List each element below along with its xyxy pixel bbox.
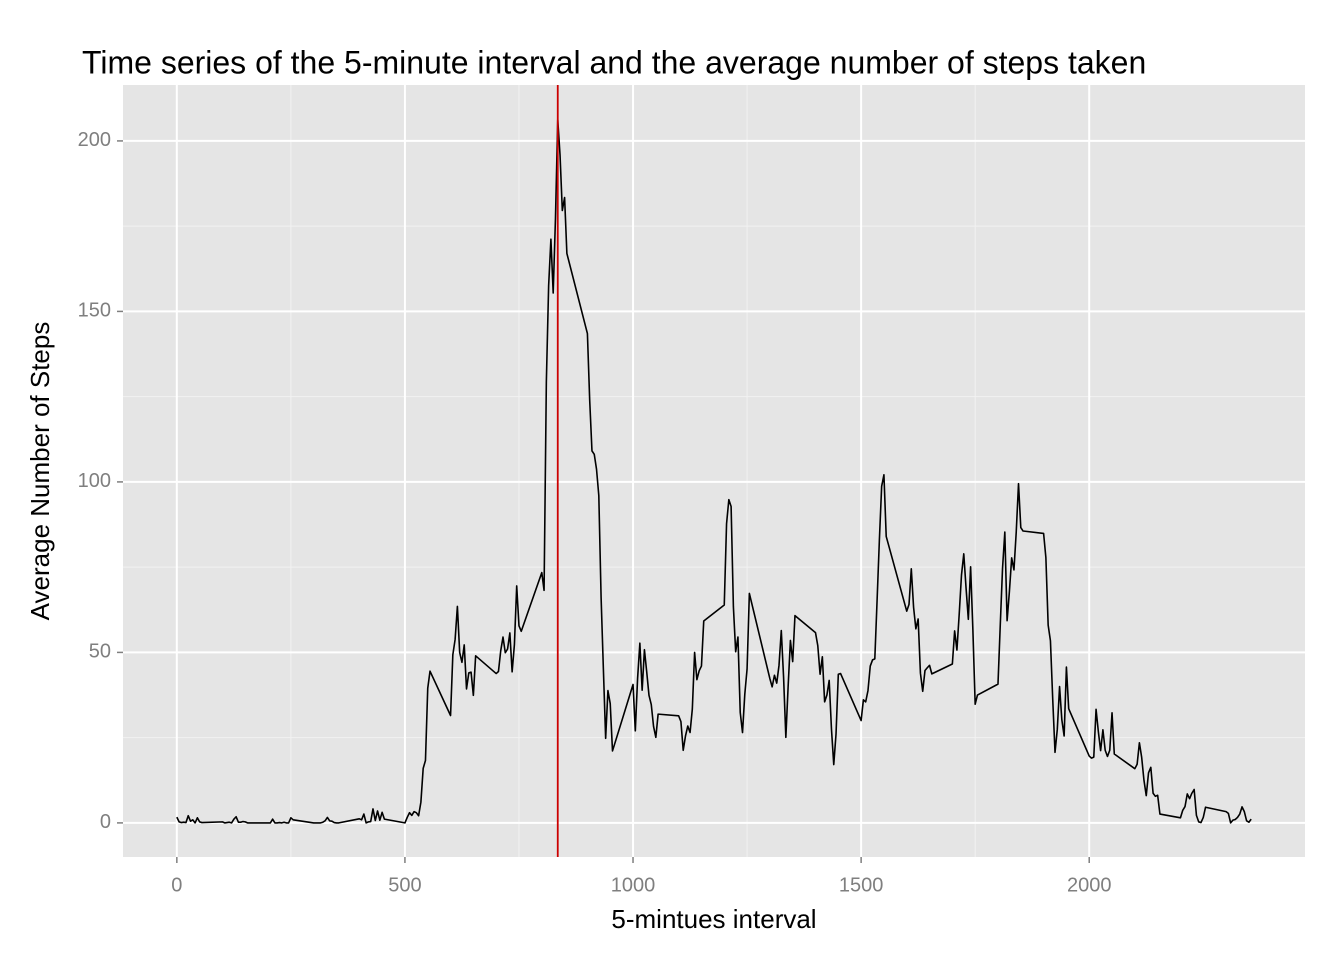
x-tick-label: 0 <box>171 874 182 896</box>
x-tick-label: 1500 <box>839 874 884 896</box>
y-tick-label: 150 <box>78 300 111 322</box>
x-tick-label: 500 <box>388 874 421 896</box>
x-tick-label: 2000 <box>1067 874 1112 896</box>
plot-panel <box>123 85 1305 857</box>
y-tick-label: 50 <box>89 641 111 663</box>
chart-title: Time series of the 5-minute interval and… <box>82 44 1146 80</box>
y-tick-label: 0 <box>100 811 111 833</box>
data-line <box>176 118 1252 824</box>
y-axis-title: Average Number of Steps <box>25 322 55 621</box>
y-tick-label: 100 <box>78 470 111 492</box>
y-tick-label: 200 <box>78 129 111 151</box>
x-tick-label: 1000 <box>611 874 656 896</box>
x-axis-title: 5-mintues interval <box>611 904 816 934</box>
